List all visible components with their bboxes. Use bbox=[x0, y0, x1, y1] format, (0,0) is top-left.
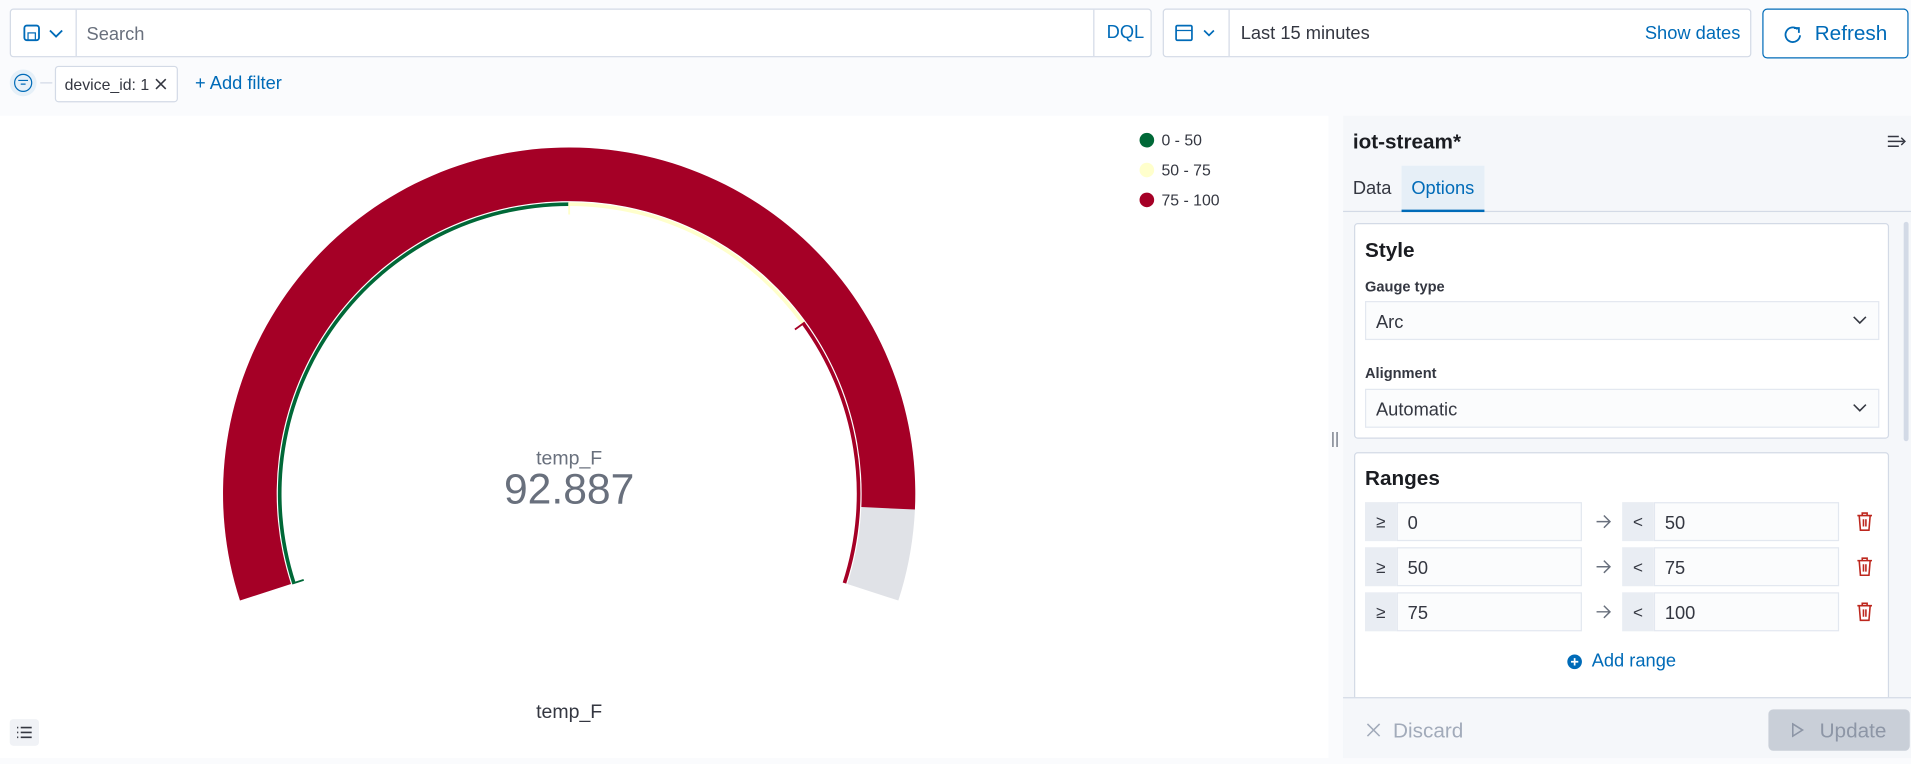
field-label: Alignment bbox=[1365, 364, 1437, 382]
tabs: Data Options bbox=[1343, 165, 1911, 213]
update-button[interactable]: Update bbox=[1768, 709, 1910, 751]
section-title: Style bbox=[1365, 238, 1415, 263]
legend-swatch bbox=[1139, 192, 1155, 208]
x-axis-label: temp_F bbox=[536, 701, 602, 723]
gauge-value bbox=[223, 147, 916, 601]
select-value: Arc bbox=[1375, 312, 1404, 333]
to-symbol: < bbox=[1622, 592, 1654, 632]
arrow-icon bbox=[1596, 515, 1612, 529]
time-range[interactable]: Last 15 minutes bbox=[1240, 23, 1370, 44]
from-symbol: ≥ bbox=[1365, 592, 1397, 632]
calendar-icon bbox=[1175, 24, 1215, 42]
editor-footer: Discard Update bbox=[1343, 697, 1911, 759]
filter-pill[interactable]: device_id: 1 bbox=[54, 65, 178, 103]
legend-label: 0 - 50 bbox=[1161, 133, 1202, 150]
gauge-type-select[interactable]: Arc bbox=[1365, 301, 1880, 341]
to-symbol: < bbox=[1622, 547, 1654, 587]
tab[interactable]: Data bbox=[1352, 177, 1392, 199]
scale-tick bbox=[291, 578, 305, 585]
legend-toggle[interactable] bbox=[9, 719, 39, 746]
tab[interactable]: Options bbox=[1401, 165, 1485, 213]
search-input[interactable]: Search bbox=[86, 24, 145, 46]
filter-label: device_id: 1 bbox=[64, 75, 150, 94]
arrow bbox=[1596, 515, 1612, 529]
add-range[interactable]: Add range bbox=[1591, 650, 1677, 672]
quick-select[interactable] bbox=[1164, 9, 1230, 57]
arrow bbox=[1596, 560, 1612, 574]
range-to[interactable]: 100 bbox=[1653, 592, 1840, 632]
metric-label: temp_F bbox=[536, 447, 602, 469]
legend-label: 50 - 75 bbox=[1161, 163, 1210, 180]
saved-query-button[interactable] bbox=[11, 9, 77, 57]
resize-handle[interactable]: || bbox=[1330, 429, 1340, 448]
arrow-icon bbox=[1596, 605, 1612, 619]
scale-tick bbox=[794, 321, 806, 331]
range-from[interactable]: 75 bbox=[1396, 592, 1582, 632]
arrow bbox=[1596, 605, 1612, 619]
from-symbol: ≥ bbox=[1365, 502, 1397, 542]
to-symbol: < bbox=[1622, 502, 1654, 542]
range-band bbox=[801, 322, 861, 584]
trash-icon bbox=[1857, 557, 1872, 577]
arrow-icon bbox=[1596, 560, 1612, 574]
collapse-icon[interactable] bbox=[1887, 133, 1909, 150]
update-label: Update bbox=[1819, 719, 1887, 743]
legend-label: 75 - 100 bbox=[1161, 192, 1219, 209]
legend-swatch bbox=[1139, 132, 1155, 148]
remove-filter[interactable] bbox=[155, 78, 167, 90]
chart-area: temp_F 92.887 temp_F 0 - 50 50 - 75 75 - 100 bbox=[0, 115, 1329, 759]
play-icon bbox=[1791, 722, 1805, 738]
range-to[interactable]: 75 bbox=[1653, 547, 1840, 587]
date-picker: Last 15 minutes Show dates bbox=[1162, 8, 1752, 58]
chevron bbox=[1853, 404, 1867, 412]
refresh-label: Refresh bbox=[1814, 21, 1888, 46]
editor-panel: iot-stream* Data Options Style Gauge type… bbox=[1343, 115, 1911, 759]
ranges-panel: Ranges Add range ≥0 <50 ≥50 <75 ≥75 <100 bbox=[1354, 452, 1890, 709]
legend-swatch bbox=[1139, 162, 1155, 178]
scrollbar bbox=[1903, 221, 1909, 442]
delete-range[interactable] bbox=[1854, 601, 1876, 623]
search-bar: Search DQL bbox=[9, 8, 1152, 58]
refresh-icon bbox=[1784, 26, 1802, 43]
style-panel: Style Gauge type Arc Alignment Automatic bbox=[1354, 223, 1890, 439]
language: DQL bbox=[1106, 21, 1145, 43]
range-from[interactable]: 50 bbox=[1396, 547, 1582, 587]
range-to[interactable]: 50 bbox=[1653, 502, 1840, 542]
discard[interactable]: Discard bbox=[1393, 719, 1464, 743]
index-pattern: iot-stream* bbox=[1352, 130, 1462, 154]
delete-range[interactable] bbox=[1854, 556, 1876, 578]
trash-icon bbox=[1857, 512, 1872, 531]
discard-icon bbox=[1366, 723, 1381, 737]
filter-menu[interactable] bbox=[9, 68, 53, 97]
chevron bbox=[1853, 316, 1867, 325]
gauge-background bbox=[223, 147, 916, 601]
add-icon bbox=[1567, 654, 1582, 670]
alignment-select[interactable]: Automatic bbox=[1365, 388, 1880, 428]
add-filter[interactable]: + Add filter bbox=[195, 73, 282, 94]
metric-value: 92.887 bbox=[504, 465, 634, 513]
save-icon bbox=[23, 24, 63, 42]
section-title: Ranges bbox=[1365, 466, 1440, 490]
delete-range[interactable] bbox=[1854, 511, 1876, 533]
field-label: Gauge type bbox=[1365, 277, 1445, 295]
select-value: Automatic bbox=[1375, 399, 1458, 421]
list-icon bbox=[17, 726, 32, 739]
show-dates[interactable]: Show dates bbox=[1644, 23, 1741, 44]
trash-icon bbox=[1857, 602, 1872, 622]
from-symbol: ≥ bbox=[1365, 547, 1397, 587]
refresh-button[interactable]: Refresh bbox=[1762, 8, 1909, 59]
language-switch[interactable]: DQL bbox=[1093, 9, 1152, 57]
range-from[interactable]: 0 bbox=[1396, 502, 1582, 542]
